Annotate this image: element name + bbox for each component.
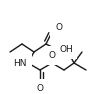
Text: O: O — [55, 24, 62, 33]
Text: HN: HN — [14, 58, 27, 67]
Text: OH: OH — [59, 45, 73, 55]
Text: O: O — [37, 84, 43, 93]
Text: O: O — [49, 51, 55, 60]
